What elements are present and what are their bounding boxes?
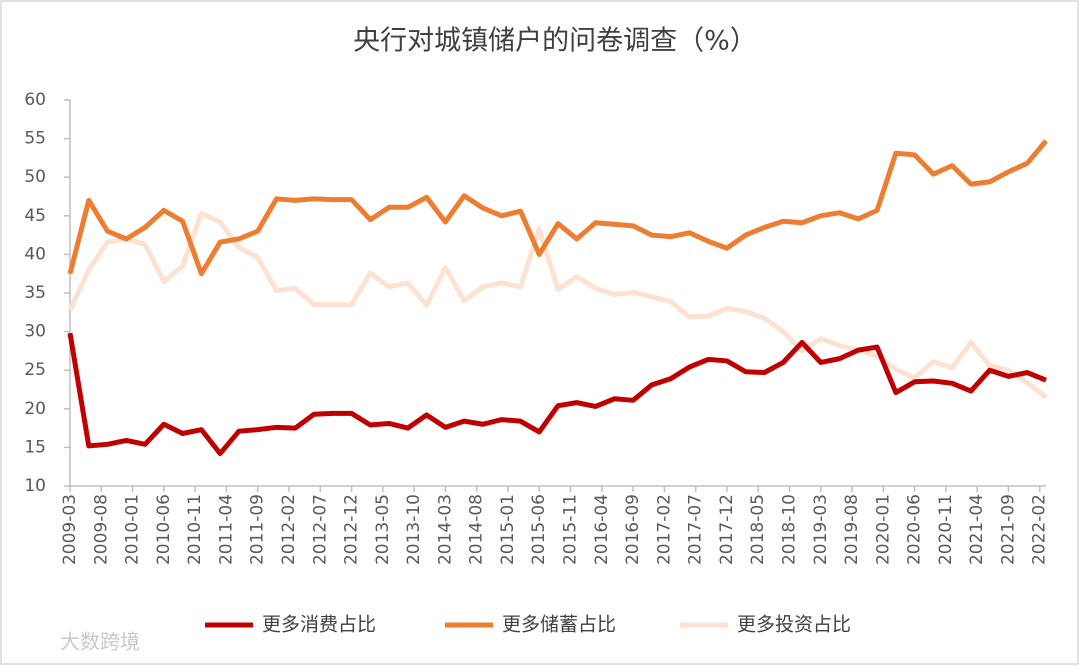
series-line [67,139,1048,277]
legend-label: 更多消费占比 [262,614,376,636]
x-tick-label: 2016-04 [592,494,612,565]
watermark: 大数跨境 [60,630,140,654]
y-tick-label: 15 [24,437,46,457]
x-tick-label: 2018-10 [779,494,799,565]
x-tick-label: 2014-03 [435,494,455,565]
x-tick-label: 2019-08 [842,494,862,565]
x-tick-label: 2013-05 [373,494,393,565]
x-tick-label: 2012-07 [310,494,330,565]
x-tick-label: 2013-10 [404,494,424,565]
y-tick-label: 20 [24,399,46,419]
x-tick-label: 2017-12 [717,494,737,565]
y-tick-label: 25 [24,360,46,380]
y-tick-label: 35 [24,283,46,303]
x-tick-label: 2017-07 [686,494,706,565]
x-tick-label: 2021-04 [967,494,987,565]
y-tick-label: 10 [24,476,46,496]
x-tick-label: 2020-11 [936,494,956,565]
x-tick-label: 2020-06 [905,494,925,565]
x-tick-label: 2012-12 [342,494,362,565]
x-tick-label: 2022-02 [1030,494,1050,565]
x-tick-label: 2014-08 [467,494,487,565]
x-tick-label: 2015-01 [498,494,518,565]
series-line [67,332,1047,457]
x-tick-label: 2019-03 [811,494,831,565]
y-tick-label: 45 [24,206,46,226]
y-tick-label: 60 [24,90,46,110]
x-tick-label: 2009-03 [60,494,80,565]
x-tick-label: 2015-06 [529,494,549,565]
x-tick-label: 2010-11 [185,494,205,565]
x-tick-label: 2010-06 [154,494,174,565]
x-tick-label: 2012-02 [279,494,299,565]
y-tick-label: 50 [24,167,46,187]
x-tick-label: 2011-04 [216,494,236,565]
chart-title: 央行对城镇储户的问卷调查（%） [353,26,757,57]
x-tick-label: 2021-09 [998,494,1018,565]
x-tick-label: 2009-08 [91,494,111,565]
x-tick-label: 2018-05 [748,494,768,565]
x-tick-label: 2011-09 [248,494,268,565]
y-tick-label: 30 [24,322,46,342]
legend-label: 更多储蓄占比 [502,614,616,636]
x-tick-label: 2020-01 [873,494,893,565]
y-tick-label: 55 [24,129,46,149]
x-tick-label: 2017-02 [654,494,674,565]
legend-label: 更多投资占比 [737,614,851,636]
x-tick-label: 2015-11 [561,494,581,565]
x-tick-label: 2010-01 [123,494,143,565]
y-tick-label: 40 [24,244,46,264]
x-tick-label: 2016-09 [623,494,643,565]
